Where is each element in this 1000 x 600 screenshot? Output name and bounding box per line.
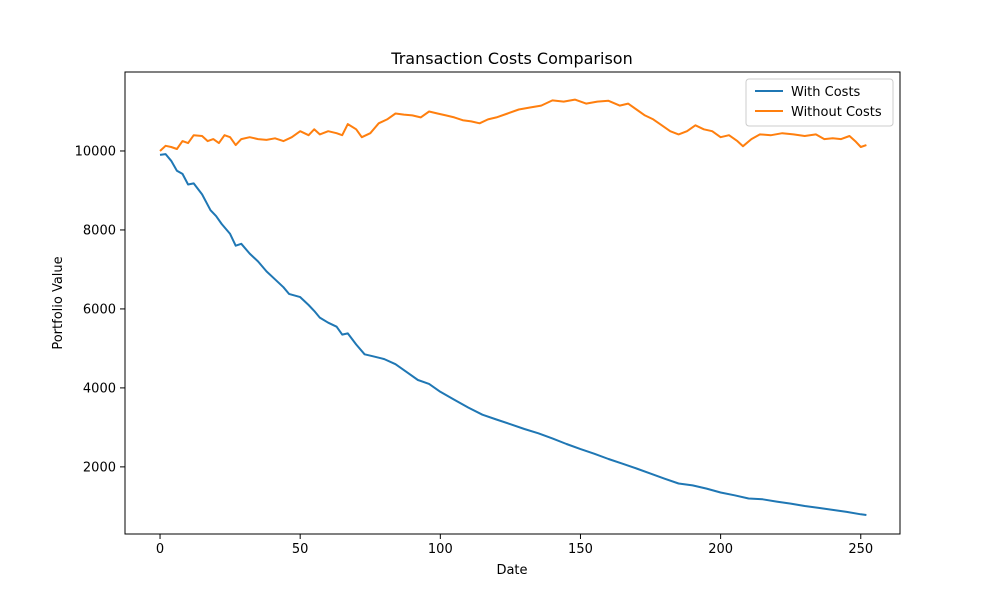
y-tick-label: 8000 bbox=[83, 223, 116, 238]
legend-label-with-costs: With Costs bbox=[791, 85, 861, 100]
x-axis: 0 50 100 150 200 250 bbox=[156, 534, 873, 557]
chart-title: Transaction Costs Comparison bbox=[390, 49, 632, 68]
x-tick-label: 100 bbox=[428, 542, 453, 557]
y-axis: 2000 4000 6000 8000 10000 bbox=[75, 144, 125, 475]
y-tick-label: 6000 bbox=[83, 302, 116, 317]
x-tick-label: 150 bbox=[568, 542, 593, 557]
y-tick-label: 4000 bbox=[83, 381, 116, 396]
series-line-with-costs bbox=[159, 153, 867, 516]
y-tick-label: 10000 bbox=[75, 144, 116, 159]
y-axis-label: Portfolio Value bbox=[51, 256, 66, 349]
x-tick-label: 50 bbox=[292, 542, 309, 557]
y-tick-label: 2000 bbox=[83, 460, 116, 475]
legend-label-without-costs: Without Costs bbox=[791, 105, 882, 120]
plot-area bbox=[124, 71, 901, 535]
x-tick-label: 0 bbox=[156, 542, 164, 557]
x-axis-label: Date bbox=[496, 563, 527, 578]
series-layer bbox=[159, 98, 867, 516]
legend: With Costs Without Costs bbox=[745, 78, 894, 127]
plot-frame bbox=[124, 71, 901, 535]
x-tick-label: 250 bbox=[848, 542, 873, 557]
series-line-without-costs bbox=[159, 98, 867, 152]
x-tick-label: 200 bbox=[708, 542, 733, 557]
